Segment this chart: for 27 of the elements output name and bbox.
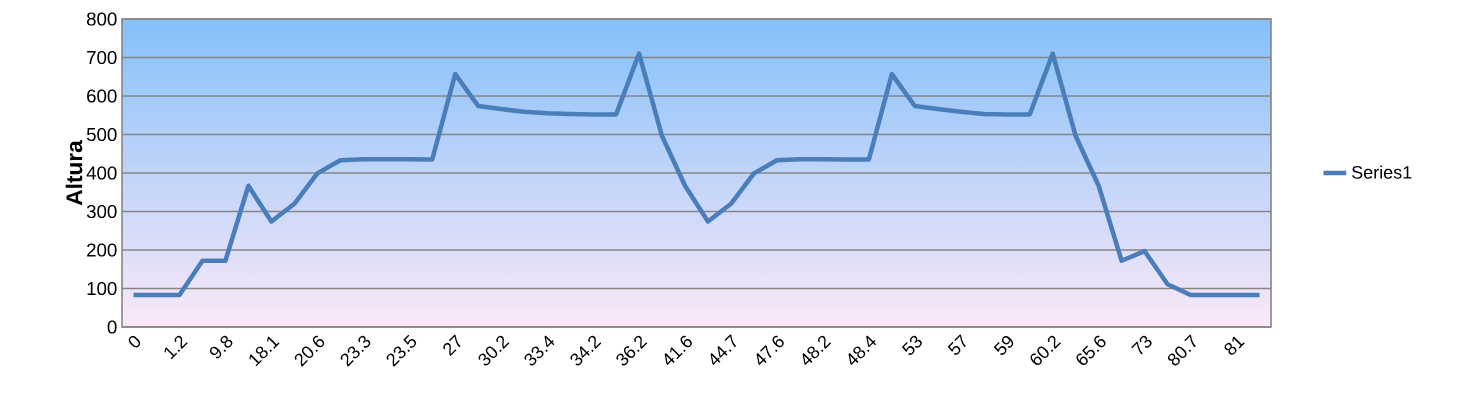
y-tick-label: 0 bbox=[107, 320, 117, 334]
y-axis-title: Altura bbox=[65, 140, 83, 206]
x-tick-label: 48.4 bbox=[848, 335, 877, 366]
x-tick-label: 27 bbox=[443, 334, 461, 357]
y-tick-label: 200 bbox=[87, 243, 117, 257]
x-tick-label: 73 bbox=[1131, 335, 1152, 355]
x-tick-label: 59 bbox=[993, 336, 1014, 355]
y-tick-label: 500 bbox=[86, 127, 117, 142]
x-tick-label: 0 bbox=[128, 335, 141, 348]
y-tick-label: 100 bbox=[87, 281, 117, 296]
legend-label: Series1 bbox=[1352, 165, 1412, 179]
y-tick-label: 800 bbox=[86, 12, 117, 26]
x-tick-label: 60.2 bbox=[1030, 335, 1061, 365]
x-tick-label: 41.6 bbox=[664, 335, 692, 366]
x-tick-label: 9.8 bbox=[209, 335, 233, 359]
x-tick-label: 81 bbox=[1224, 336, 1245, 355]
x-tick-label: 1.2 bbox=[164, 335, 188, 360]
x-tick-label: 48.2 bbox=[802, 335, 832, 366]
x-tick-label: 53 bbox=[901, 335, 922, 355]
y-tick-label: 600 bbox=[87, 89, 117, 103]
y-tick-label: 700 bbox=[87, 50, 117, 65]
x-tick-label: 18.1 bbox=[249, 336, 280, 367]
x-tick-label: 47.6 bbox=[756, 335, 784, 366]
y-tick-label: 300 bbox=[86, 204, 117, 219]
y-tick-label: 400 bbox=[86, 166, 117, 180]
x-tick-label: 65.6 bbox=[1076, 335, 1106, 365]
x-tick-label: 57 bbox=[947, 334, 966, 355]
